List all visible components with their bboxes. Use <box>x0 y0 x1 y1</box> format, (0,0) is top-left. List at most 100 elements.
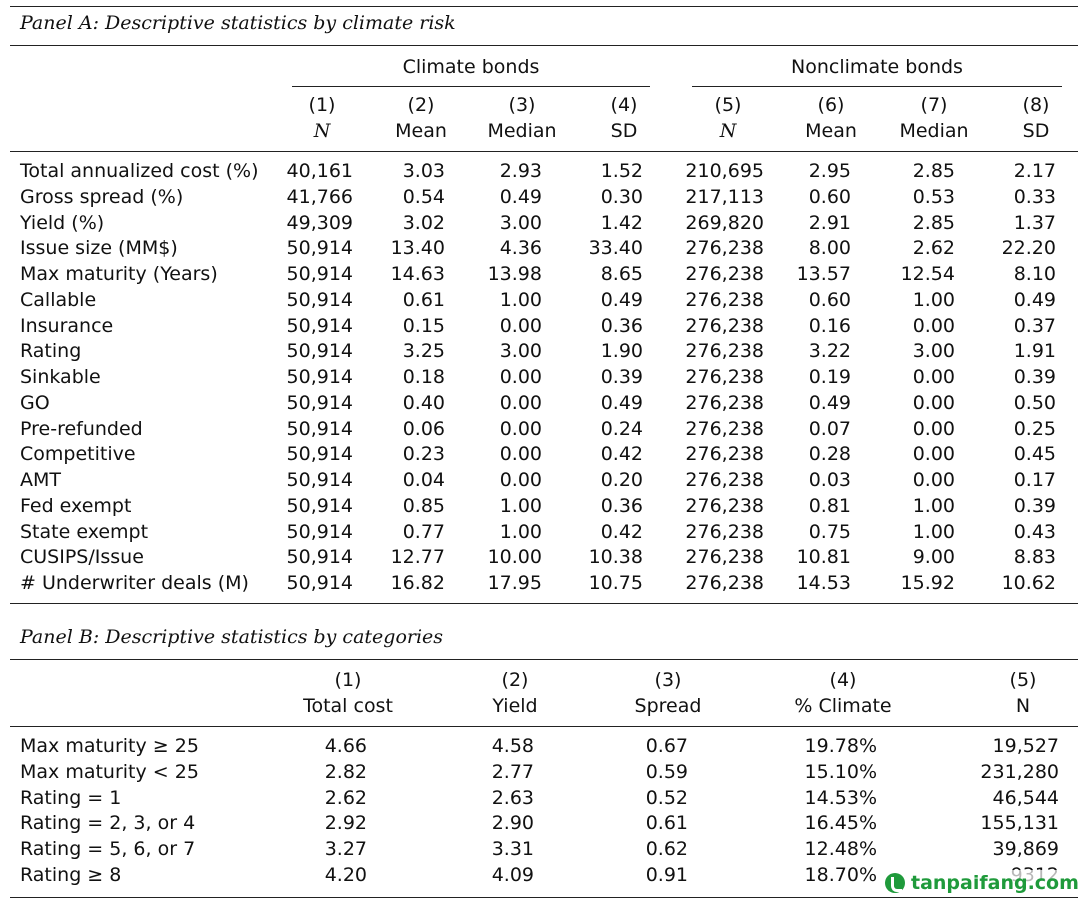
row-label: Callable <box>20 288 97 311</box>
table-row: Sinkable 50,914 0.18 0.00 0.39 276,238 0.19 0.0… <box>0 364 1084 390</box>
table-cell: 0.45 <box>1013 443 1056 466</box>
table-cell: 276,238 <box>685 443 764 466</box>
table-cell: 276,238 <box>685 288 764 311</box>
table-cell: 0.06 <box>402 417 445 440</box>
row-label: Pre-refunded <box>20 417 143 440</box>
col-number: (4) <box>829 669 857 691</box>
table-cell: 0.04 <box>402 469 445 491</box>
table-cell: 0.91 <box>645 863 688 886</box>
table-cell: 0.61 <box>645 812 688 835</box>
panel-a-col-header-5: (5) N <box>678 92 778 144</box>
panel-a-col-header-6: (6) Mean <box>781 92 881 144</box>
table-row: Rating = 1 2.62 2.63 0.52 14.53% 46,544 <box>0 785 1084 811</box>
panel-b-col-header-1: (1) Total cost <box>278 667 418 719</box>
row-label: Yield (%) <box>20 211 105 234</box>
table-cell: 19.78% <box>804 735 877 757</box>
panel-b-col-header-4: (4) % Climate <box>773 667 913 719</box>
col-number: (2) <box>407 94 435 116</box>
table-cell: 0.00 <box>912 391 955 414</box>
table-cell: 15.92 <box>900 572 955 594</box>
row-label: # Underwriter deals (M) <box>20 572 249 594</box>
table-cell: 0.49 <box>600 391 643 414</box>
table-cell: 0.30 <box>600 185 643 208</box>
table-cell: 0.81 <box>808 494 851 517</box>
panel-b-bottom-rule <box>10 897 1078 898</box>
panel-a-col-header-2: (2) Mean <box>371 92 471 144</box>
watermark: tanpaifang.com <box>885 870 1079 896</box>
table-cell: 1.00 <box>912 288 955 311</box>
table-row: Total annualized cost (%) 40,161 3.03 2.93 1… <box>0 158 1084 184</box>
group-rule-climate <box>292 86 650 87</box>
col-name: Total cost <box>303 695 393 717</box>
table-row: Competitive 50,914 0.23 0.00 0.42 276,238 0.28… <box>0 441 1084 467</box>
panel-a-col-header-7: (7) Median <box>884 92 984 144</box>
table-cell: 46,544 <box>992 786 1059 809</box>
table-row: Insurance 50,914 0.15 0.00 0.36 276,238 0.16 0.… <box>0 313 1084 339</box>
row-label: GO <box>20 391 50 414</box>
table-cell: 0.00 <box>912 366 955 388</box>
col-number: (7) <box>920 94 948 116</box>
group-rule-nonclimate <box>692 86 1062 87</box>
table-cell: 155,131 <box>980 812 1059 835</box>
row-label: AMT <box>20 469 61 491</box>
table-cell: 0.37 <box>1013 314 1056 337</box>
table-cell: 210,695 <box>685 160 764 182</box>
row-label: Rating = 1 <box>20 786 122 809</box>
col-number: (6) <box>817 94 845 116</box>
col-name: N <box>719 120 737 142</box>
table-cell: 1.00 <box>912 494 955 517</box>
table-cell: 0.24 <box>600 417 643 440</box>
table-cell: 276,238 <box>685 340 764 363</box>
table-cell: 0.33 <box>1013 185 1056 208</box>
table-cell: 10.62 <box>1001 572 1056 594</box>
table-cell: 0.00 <box>499 417 542 440</box>
table-cell: 50,914 <box>286 314 353 337</box>
table-row: Fed exempt 50,914 0.85 1.00 0.36 276,238 0.81 1… <box>0 493 1084 519</box>
table-cell: 12.48% <box>804 838 877 860</box>
table-cell: 276,238 <box>685 546 764 569</box>
table-cell: 8.00 <box>808 237 851 260</box>
table-cell: 17.95 <box>487 572 542 594</box>
col-name: Yield <box>492 695 538 717</box>
panel-a-col-header-4: (4) SD <box>574 92 674 144</box>
table-cell: 0.18 <box>402 366 445 388</box>
table-cell: 1.91 <box>1013 340 1056 363</box>
row-label: Total annualized cost (%) <box>20 160 259 182</box>
panel-a-col-header-1: (1) N <box>272 92 372 144</box>
table-cell: 2.91 <box>808 211 851 234</box>
table-cell: 14.63 <box>390 263 445 285</box>
table-cell: 0.00 <box>499 391 542 414</box>
table-cell: 2.63 <box>491 786 534 809</box>
table-row: CUSIPS/Issue 50,914 12.77 10.00 10.38 276,238… <box>0 544 1084 570</box>
table-cell: 0.39 <box>1013 494 1056 517</box>
table-cell: 0.00 <box>912 314 955 337</box>
table-cell: 4.20 <box>324 863 367 886</box>
group-header-climate: Climate bonds <box>402 56 540 78</box>
panel-b-col-header-2: (2) Yield <box>445 667 585 719</box>
table-cell: 12.77 <box>390 546 445 569</box>
table-cell: 50,914 <box>286 494 353 517</box>
table-cell: 217,113 <box>685 185 764 208</box>
table-cell: 3.22 <box>808 340 851 363</box>
table-cell: 0.49 <box>1013 288 1056 311</box>
col-name: N <box>313 120 331 142</box>
table-cell: 10.38 <box>588 546 643 569</box>
table-cell: 16.82 <box>390 572 445 594</box>
table-cell: 0.00 <box>499 443 542 466</box>
table-cell: 0.52 <box>645 786 688 809</box>
table-cell: 0.42 <box>600 443 643 466</box>
col-name: Mean <box>805 120 857 142</box>
table-cell: 12.54 <box>900 263 955 285</box>
panel-a-col-header-3: (3) Median <box>472 92 572 144</box>
table-row: Max maturity ≥ 25 4.66 4.58 0.67 19.78% 19,52… <box>0 733 1084 759</box>
table-cell: 4.58 <box>491 735 534 757</box>
table-cell: 19,527 <box>992 735 1059 757</box>
col-name: SD <box>610 120 638 142</box>
row-label: Max maturity < 25 <box>20 760 199 783</box>
table-cell: 0.54 <box>402 185 445 208</box>
table-row: Gross spread (%) 41,766 0.54 0.49 0.30 217,11… <box>0 184 1084 210</box>
table-cell: 0.00 <box>912 443 955 466</box>
table-cell: 269,820 <box>685 211 764 234</box>
table-row: GO 50,914 0.40 0.00 0.49 276,238 0.49 0.00 0.50 <box>0 390 1084 416</box>
table-cell: 22.20 <box>1001 237 1056 260</box>
